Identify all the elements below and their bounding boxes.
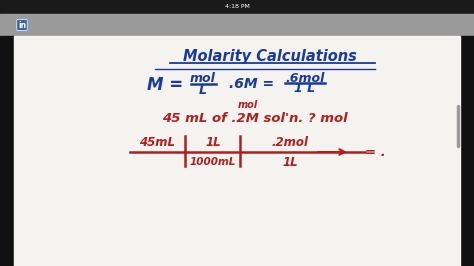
Text: 1 L: 1 L bbox=[294, 82, 316, 95]
Text: M =: M = bbox=[147, 76, 183, 94]
Bar bbox=[14, 36, 460, 266]
Bar bbox=[0, 36, 14, 266]
Text: 45mL: 45mL bbox=[139, 135, 175, 148]
Text: .6mol: .6mol bbox=[285, 72, 325, 85]
Text: 45 mL of .2M sol'n. ? mol: 45 mL of .2M sol'n. ? mol bbox=[162, 113, 348, 126]
Text: mol: mol bbox=[238, 100, 258, 110]
Text: 1L: 1L bbox=[282, 156, 298, 168]
Text: = .: = . bbox=[365, 146, 385, 159]
Text: 4:18 PM: 4:18 PM bbox=[225, 5, 249, 10]
Bar bbox=[0, 14, 474, 36]
Text: mol: mol bbox=[190, 73, 216, 85]
Text: in: in bbox=[18, 20, 26, 30]
Text: .2mol: .2mol bbox=[272, 135, 309, 148]
Text: 1L: 1L bbox=[205, 135, 221, 148]
Text: L: L bbox=[199, 84, 207, 97]
Text: Molarity Calculations: Molarity Calculations bbox=[183, 48, 357, 64]
Bar bbox=[460, 36, 474, 266]
Text: 1000mL: 1000mL bbox=[190, 157, 236, 167]
Bar bbox=[0, 0, 474, 14]
Text: .6M =: .6M = bbox=[229, 77, 274, 91]
